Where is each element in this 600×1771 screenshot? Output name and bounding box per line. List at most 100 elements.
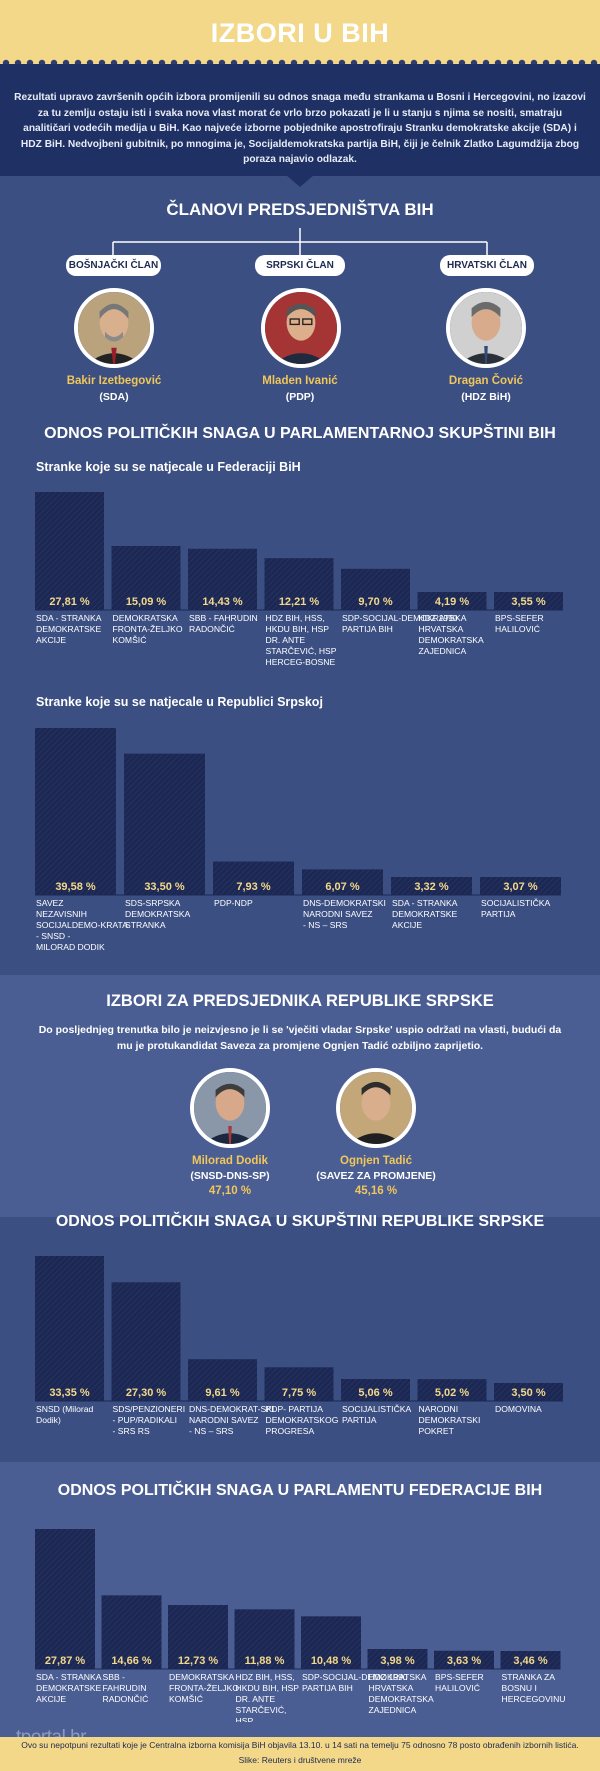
chart-category-label: SAVEZ (36, 898, 64, 908)
chart-category-label: DEMOKRATSKE (392, 909, 458, 919)
chart-data-label: 12,21 % (279, 596, 320, 608)
chart-bar-hatch (494, 592, 563, 610)
chart-category-label: HRVATSKA (419, 624, 464, 634)
chart-category-label: HSP (236, 1716, 254, 1722)
chart-category-label: NARODNI (419, 1404, 459, 1414)
chart-data-label: 27,81 % (49, 596, 90, 608)
chart-bar-hatch (341, 1379, 410, 1401)
chart-bar-hatch (35, 728, 116, 895)
role-label-serb: SRPSKI ČLAN (255, 255, 345, 276)
fbih-band (0, 1462, 600, 1737)
chart-category-label: RADONČIĆ (189, 624, 235, 634)
chart-bar-hatch (302, 869, 383, 895)
chart-category-label: DR. ANTE (236, 1694, 276, 1704)
chart-category-label: BOSNU I (502, 1683, 537, 1693)
chart-data-label: 15,09 % (126, 596, 167, 608)
intro-text: Rezultati upravo završenih općih izbora … (14, 92, 586, 166)
chart-category-label: DR. ANTE (266, 635, 306, 645)
chart-category-label: HKDU BIH, HSP (236, 1683, 300, 1693)
chart-bar-hatch (341, 568, 410, 610)
chart-bar-hatch (480, 877, 561, 895)
chart-category-label: RADONČIĆ (103, 1694, 149, 1704)
chart-category-label: HDZ 1990 (419, 613, 458, 623)
footer-strip (0, 1737, 600, 1771)
chart-category-label: PROGRESA (266, 1426, 315, 1436)
chart-category-label: DEMOKRATSKE (36, 624, 102, 634)
chart-category-label: DOMOVINA (495, 1404, 542, 1414)
chart-category-label: BPS-SEFER (435, 1672, 484, 1682)
role-label-croat: HRVATSKI ČLAN (440, 255, 534, 276)
chart-category-label: PDP-NDP (214, 898, 253, 908)
avatar-dragan-covic (446, 288, 526, 368)
chart-bar-hatch (391, 877, 472, 895)
chart-bar-hatch (35, 492, 104, 610)
chart-bar-hatch (234, 1609, 295, 1669)
chart-category-label: - PUP/RADIKALI (113, 1415, 177, 1425)
chart-category-label: HALILOVIĆ (495, 624, 540, 634)
chart-data-label: 6,07 % (325, 881, 359, 893)
chart-category-label: FRONTA-ŽELJKO (169, 1683, 239, 1693)
chart-category-label: ZAJEDNICA (369, 1705, 417, 1715)
chart-data-label: 11,88 % (245, 1655, 285, 1667)
candidate-pct-tadic: 45,16 % (354, 1185, 398, 1197)
chart-category-label: ZAJEDNICA (419, 646, 467, 656)
chart-data-label: 3,63 % (447, 1655, 481, 1667)
chart-bar-hatch (124, 753, 205, 895)
chart-category-label: SDP-SOCIJAL-DEMOKRATSKA (342, 613, 467, 623)
member-name-covic: Dragan Čović (448, 375, 524, 387)
candidate-name-dodik: Milorad Dodik (191, 1155, 269, 1167)
chart-category-label: STARČEVIĆ, HSP (266, 646, 337, 656)
chart-data-label: 3,07 % (503, 881, 537, 893)
chart-category-label: DNS-DEMOKRATSKI (303, 898, 386, 908)
chart-data-label: 3,98 % (380, 1655, 414, 1667)
chart-category-label: DEMOKRATSKA (419, 635, 485, 645)
chart-data-label: 3,50 % (511, 1387, 545, 1399)
chart-bar-hatch (417, 1379, 487, 1401)
chart-category-label: HDZ 1990 (369, 1672, 408, 1682)
chart-bar-hatch (188, 1359, 257, 1401)
parliament-title: ODNOS POLITIČKIH SNAGA U PARLAMENTARNOJ … (44, 425, 556, 442)
chart-data-label: 27,87 % (45, 1655, 86, 1667)
candidate-pct-dodik: 47,10 % (208, 1185, 252, 1197)
chart-category-label: HALILOVIĆ (435, 1683, 480, 1693)
chart-category-label: HDZ BIH, HSS, (236, 1672, 295, 1682)
chart-republika-srpska-bih: 39,58 %SAVEZNEZAVISNIHSOCIJALDEMO-KRATA-… (35, 728, 561, 952)
chart-bar-hatch (301, 1616, 361, 1669)
chart-data-label: 9,70 % (358, 596, 392, 608)
intro-band: Rezultati upravo završenih općih izbora … (0, 64, 600, 176)
chart-category-label: PARTIJA (342, 1415, 377, 1425)
chart-category-label: - SRS RS (113, 1426, 151, 1436)
chart-category-label: POKRET (419, 1426, 455, 1436)
member-party-izetbegovic: (SDA) (99, 391, 129, 403)
chart-title-republika-srpska: Stranke koje su se natjecale u Republici… (36, 695, 323, 709)
chart-category-label: DEMOKRATSKA (125, 909, 191, 919)
chart-category-label: SDS-SRPSKA (125, 898, 181, 908)
chart-bar-hatch (494, 1383, 563, 1401)
chart-data-label: 12,73 % (178, 1655, 219, 1667)
candidate-name-tadic: Ognjen Tadić (340, 1155, 412, 1167)
chart-data-label: 39,58 % (55, 881, 96, 893)
rs-president-band (0, 975, 600, 1217)
chart-category-label: KOMŠIĆ (169, 1694, 203, 1704)
chart-category-label: SNSD (Milorad (36, 1404, 94, 1414)
chart-data-label: 9,61 % (205, 1387, 239, 1399)
chart-data-label: 5,02 % (435, 1387, 469, 1399)
chart-category-label: NARODNI SAVEZ (189, 1415, 259, 1425)
chart-bar-hatch (367, 1649, 428, 1669)
chart-category-label: FRONTA-ŽELJKO (113, 624, 183, 634)
chart-bar-hatch (35, 1529, 95, 1669)
chart-category-label: - NS – SRS (303, 920, 348, 930)
chart-category-label: MILORAD DODIK (36, 942, 105, 952)
chart-category-label: KOMŠIĆ (113, 635, 147, 645)
chart-category-label: HRVATSKA (369, 1683, 414, 1693)
member-party-ivanic: (PDP) (285, 391, 315, 403)
page-title: IZBORI U BIH (210, 18, 390, 48)
chart-category-label: DEMOKRATSKA (113, 613, 179, 623)
chart-category-label: SOCIJALDEMO-KRATA (36, 920, 128, 930)
intro-arrow (286, 175, 314, 187)
chart-data-label: 3,32 % (414, 881, 448, 893)
chart-category-label: PDP- PARTIJA (266, 1404, 324, 1414)
chart-category-label: DEMOKRATSKOG (266, 1415, 339, 1425)
